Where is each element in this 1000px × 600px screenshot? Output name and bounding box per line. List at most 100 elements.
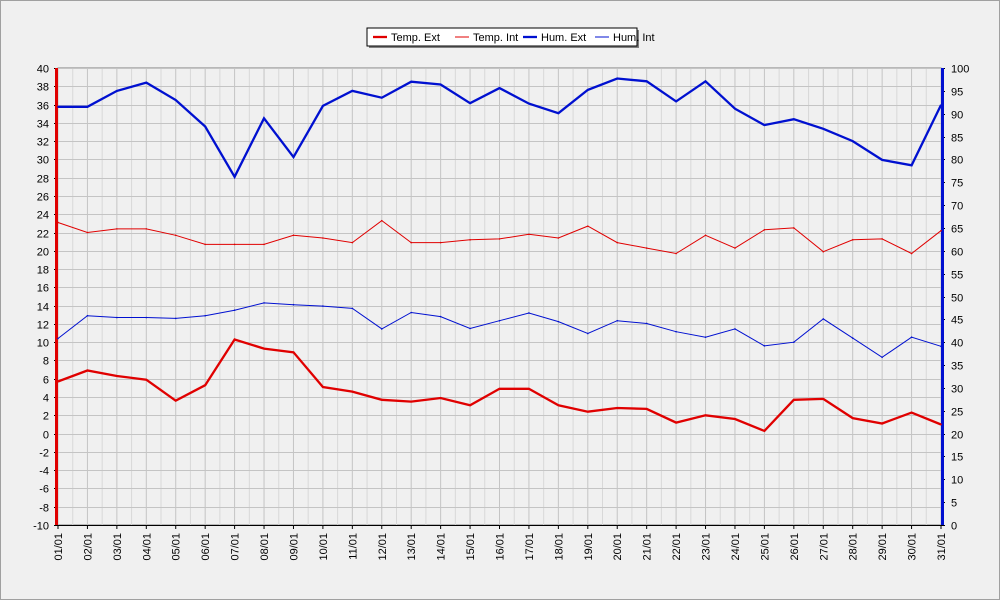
series-point-1 <box>380 219 383 222</box>
series-point-3 <box>57 337 59 340</box>
series-point-3 <box>851 337 854 339</box>
series-point-3 <box>881 356 883 359</box>
series-point-3 <box>86 314 89 317</box>
right-axis-tick-label: 0 <box>951 521 957 533</box>
series-point-1 <box>174 234 177 237</box>
series-point-1 <box>704 234 707 237</box>
x-axis-tick-label: 20/01 <box>612 533 624 561</box>
right-axis-tick-label: 75 <box>951 178 963 190</box>
series-point-0 <box>351 390 354 393</box>
right-axis-tick-label: 55 <box>951 270 963 282</box>
legend-label-1: Temp. Int <box>473 32 518 44</box>
x-axis-tick-label: 01/01 <box>53 533 65 561</box>
x-axis-tick-label: 22/01 <box>671 533 683 561</box>
series-point-3 <box>469 327 471 330</box>
series-point-2 <box>675 100 677 103</box>
series-point-1 <box>763 228 766 231</box>
x-axis-tick-label: 10/01 <box>318 533 330 561</box>
right-axis-tick-label: 60 <box>951 247 963 259</box>
series-point-2 <box>116 90 118 92</box>
series-point-2 <box>145 81 148 84</box>
series-point-2 <box>263 117 265 120</box>
series-point-0 <box>469 404 471 407</box>
series-point-3 <box>380 328 383 330</box>
series-point-2 <box>881 159 883 161</box>
x-axis-tick-label: 17/01 <box>524 533 536 561</box>
series-point-0 <box>763 430 766 432</box>
legend-box <box>366 27 638 47</box>
x-axis-tick-label: 21/01 <box>642 533 654 561</box>
x-axis-tick-label: 05/01 <box>171 533 183 561</box>
left-axis-tick-label: -10 <box>33 521 49 533</box>
left-axis-tick-label: 2 <box>43 411 49 423</box>
series-point-1 <box>145 228 148 230</box>
series-point-0 <box>587 410 589 413</box>
series-point-0 <box>263 347 265 350</box>
series-point-2 <box>292 156 295 158</box>
right-axis-tick-label: 80 <box>951 155 963 167</box>
series-point-2 <box>940 104 942 106</box>
series-point-0 <box>940 423 942 426</box>
series-point-3 <box>351 307 354 310</box>
left-axis-tick-label: 18 <box>37 265 49 277</box>
right-axis-tick-label: 5 <box>951 498 957 510</box>
right-axis-line <box>941 68 944 525</box>
series-point-1 <box>587 225 589 227</box>
x-axis-tick-label: 08/01 <box>259 533 271 561</box>
left-axis-tick-label: 14 <box>37 302 49 314</box>
left-axis-tick-label: 24 <box>37 210 49 222</box>
series-point-3 <box>204 314 206 317</box>
series-point-2 <box>469 102 471 104</box>
series-point-0 <box>704 414 707 417</box>
x-axis-tick-label: 18/01 <box>553 533 565 561</box>
series-point-3 <box>292 303 295 306</box>
right-axis-tick-label: 95 <box>951 87 963 99</box>
series-point-0 <box>410 400 413 403</box>
series-point-2 <box>498 87 501 89</box>
right-axis-tick-label: 90 <box>951 110 963 122</box>
series-point-2 <box>704 80 707 83</box>
series-point-2 <box>851 140 854 142</box>
legend-label-3: Hum. Int <box>613 32 655 44</box>
series-point-0 <box>233 338 236 341</box>
series-point-3 <box>940 345 942 348</box>
series-point-3 <box>557 320 560 323</box>
x-axis-tick-label: 23/01 <box>701 533 713 561</box>
series-point-1 <box>351 241 354 244</box>
left-axis-tick-label: 34 <box>37 119 49 131</box>
x-axis-tick-label: 24/01 <box>730 533 742 561</box>
series-point-2 <box>734 107 736 110</box>
left-axis-tick-label: 28 <box>37 174 49 186</box>
series-point-3 <box>410 311 413 314</box>
left-axis-tick-label: 4 <box>43 393 49 405</box>
x-axis-tick-label: 02/01 <box>82 533 94 561</box>
right-axis-tick-label: 70 <box>951 201 963 213</box>
series-point-1 <box>793 227 795 229</box>
series-point-1 <box>233 243 236 246</box>
series-point-0 <box>851 417 854 419</box>
series-point-2 <box>557 112 560 115</box>
x-axis-tick-label: 09/01 <box>288 533 300 561</box>
x-axis-tick-label: 19/01 <box>583 533 595 561</box>
series-point-0 <box>116 375 118 377</box>
series-point-3 <box>734 328 736 330</box>
series-point-0 <box>292 351 295 354</box>
series-point-1 <box>410 241 413 244</box>
series-point-1 <box>734 247 736 249</box>
right-axis-tick-label: 20 <box>951 430 963 442</box>
series-point-1 <box>322 237 324 239</box>
left-axis-tick-label: -4 <box>39 466 49 478</box>
series-point-2 <box>204 125 206 128</box>
series-point-1 <box>557 237 560 239</box>
right-axis-tick-label: 50 <box>951 293 963 305</box>
series-point-2 <box>910 164 913 167</box>
x-axis-tick-label: 30/01 <box>907 533 919 561</box>
series-point-0 <box>439 397 442 399</box>
right-axis-tick-label: 35 <box>951 361 963 373</box>
series-point-2 <box>793 118 795 120</box>
series-point-1 <box>263 243 265 246</box>
left-axis-tick-label: 0 <box>43 430 49 442</box>
series-point-0 <box>734 418 736 420</box>
x-axis-tick-label: 07/01 <box>230 533 242 561</box>
x-axis-tick-label: 16/01 <box>495 533 507 561</box>
